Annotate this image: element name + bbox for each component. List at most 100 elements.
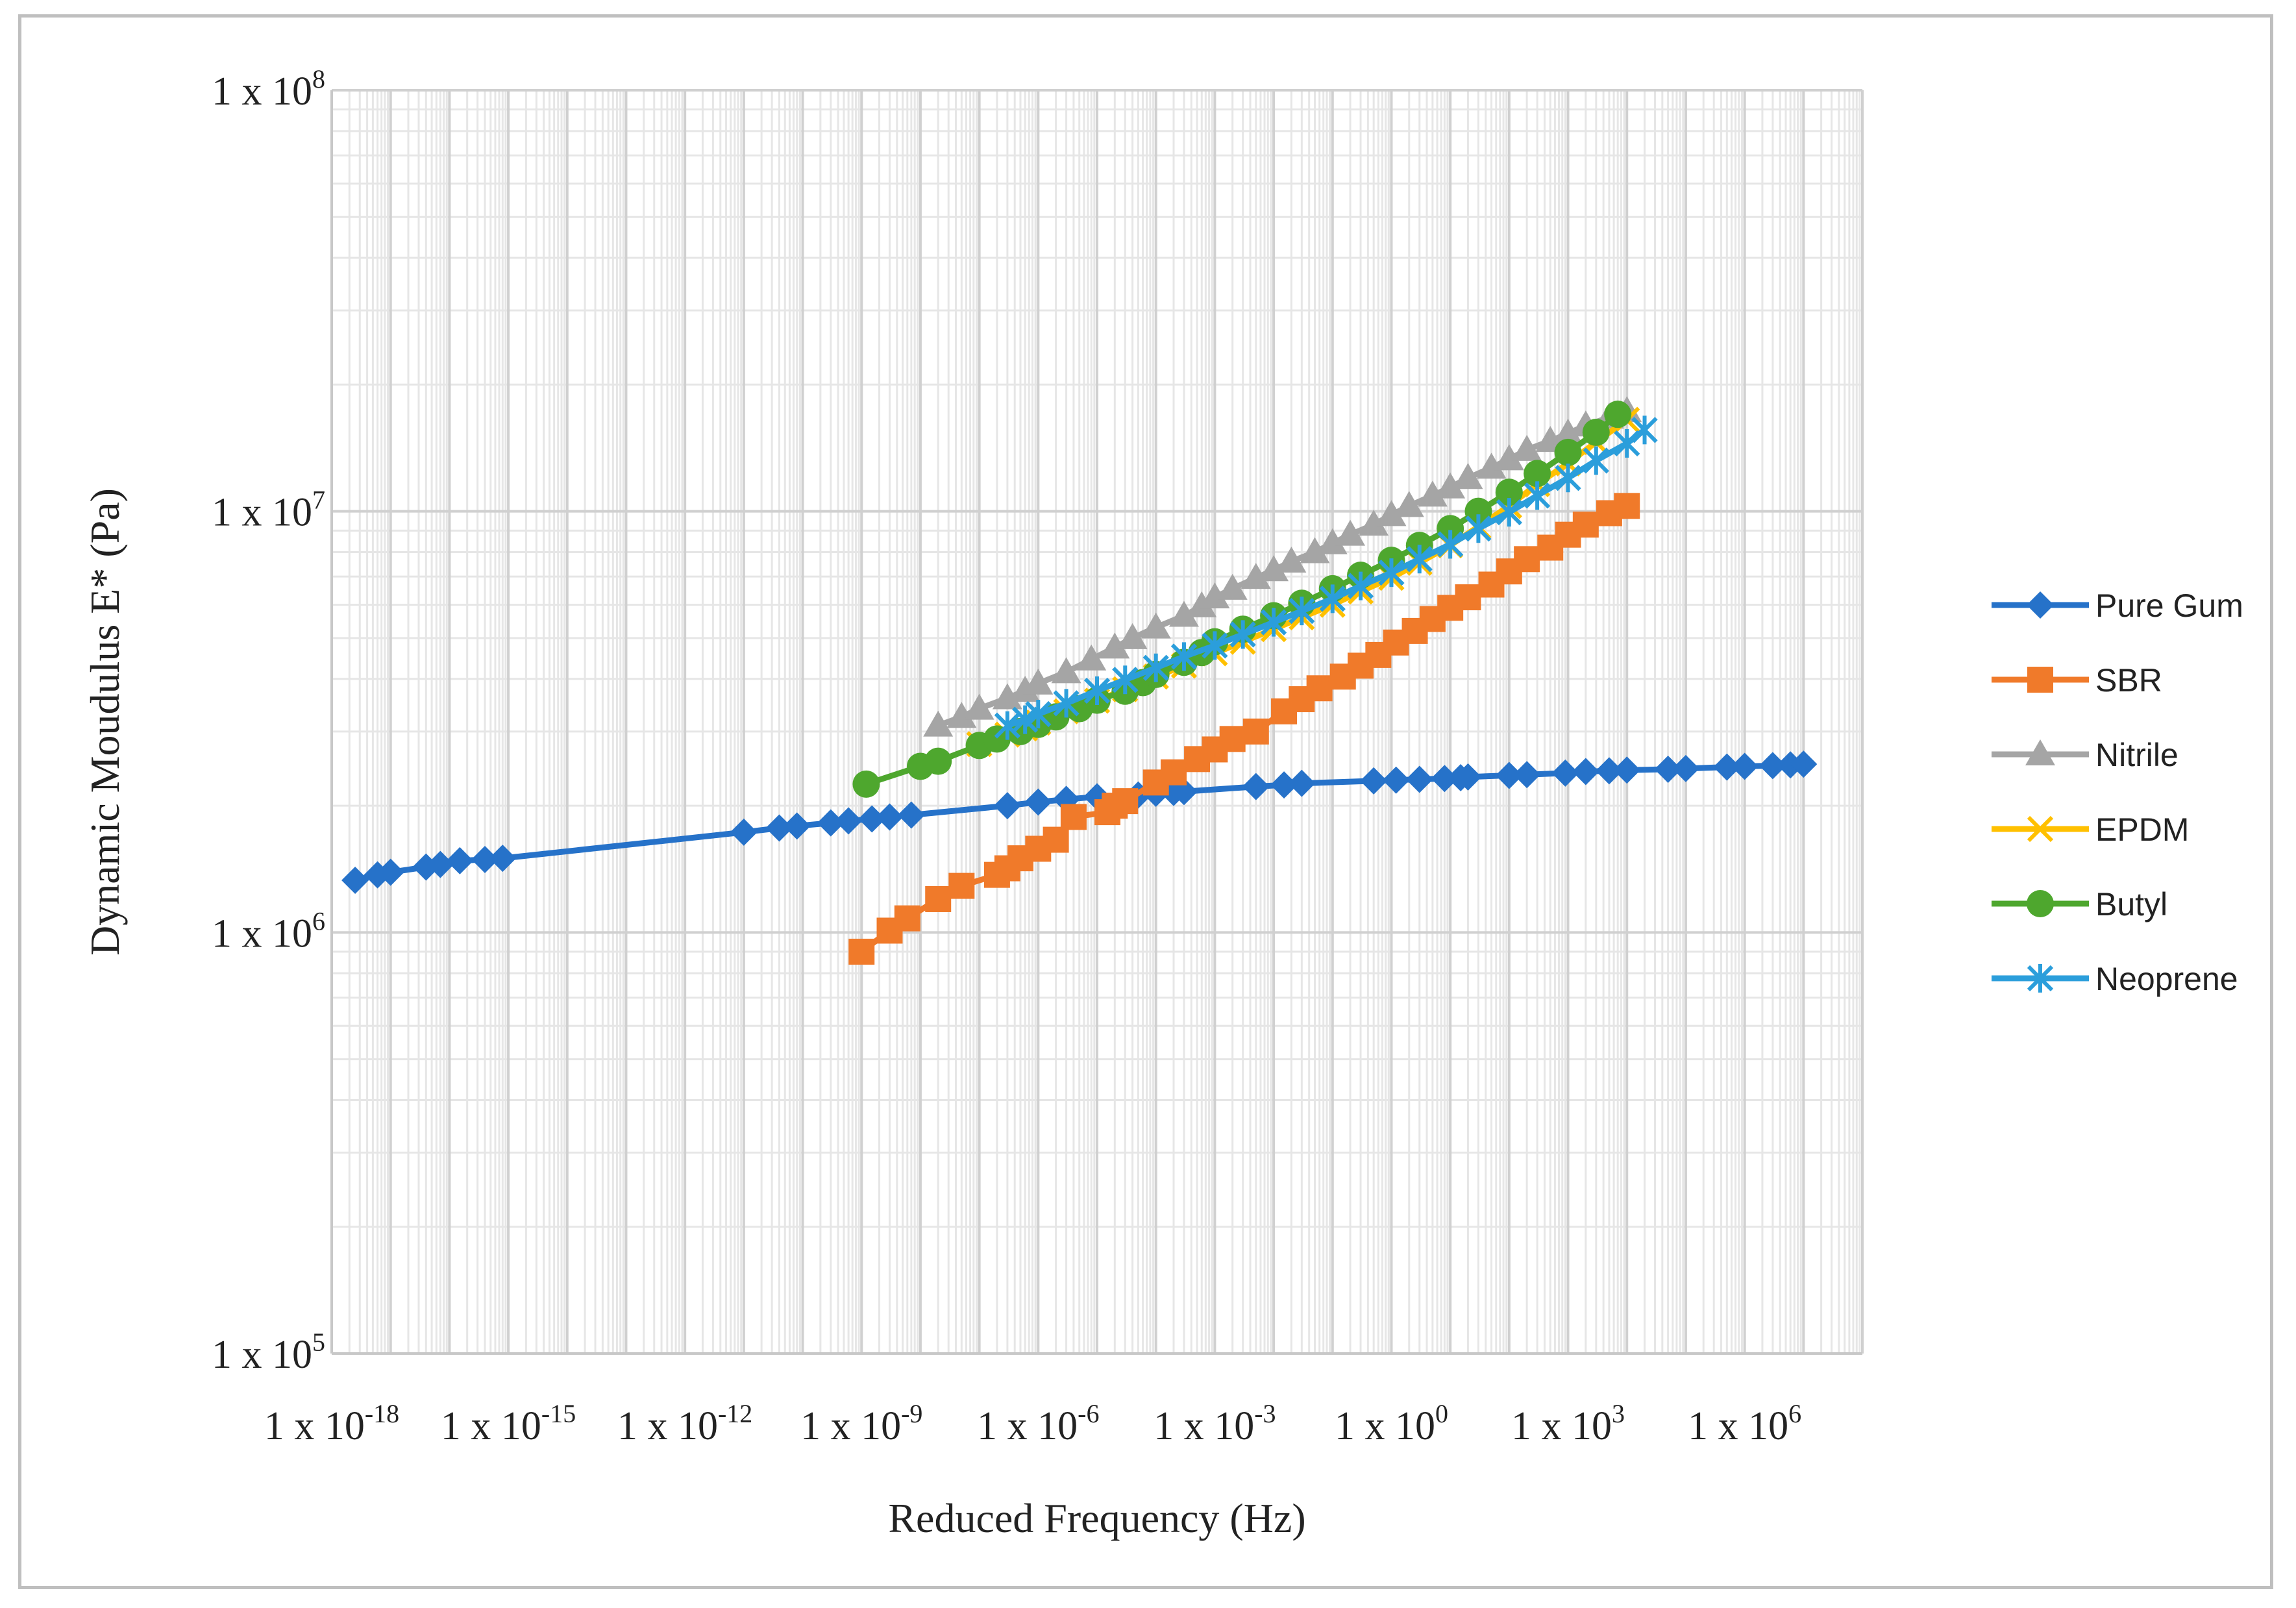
data-point-pure-gum	[489, 845, 517, 872]
data-point-pure-gum	[1454, 763, 1482, 791]
data-point-pure-gum	[1595, 757, 1623, 785]
data-point-pure-gum	[1495, 761, 1523, 789]
data-point-nitrile	[1317, 528, 1348, 554]
y-tick-label: 1 x 106	[212, 906, 325, 956]
data-point-nitrile	[1512, 434, 1542, 461]
data-point-nitrile	[946, 702, 977, 728]
data-point-pure-gum	[1288, 769, 1316, 797]
data-point-neoprene	[1142, 653, 1169, 682]
legend-marker	[2027, 890, 2054, 917]
legend-label: SBR	[2095, 662, 2162, 699]
axes	[330, 90, 1862, 1355]
x-tick-label: 1 x 10-12	[617, 1399, 752, 1448]
data-point-pure-gum	[426, 850, 454, 878]
data-point-pure-gum	[1360, 767, 1388, 795]
data-point-nitrile	[923, 710, 954, 737]
x-tick-label: 1 x 10-15	[441, 1399, 576, 1448]
data-point-neoprene	[1406, 545, 1433, 574]
legend-marker	[2027, 964, 2054, 993]
data-point-neoprene	[1583, 446, 1609, 475]
data-point-nitrile	[1494, 444, 1524, 471]
series-neoprene	[994, 415, 1658, 740]
data-point-pure-gum	[858, 805, 886, 833]
data-point-sbr	[1306, 675, 1333, 702]
major-gridlines	[330, 89, 1864, 1355]
data-point-nitrile	[1259, 555, 1289, 582]
data-point-nitrile	[1023, 668, 1054, 695]
x-tick-label: 1 x 106	[1688, 1399, 1801, 1448]
data-point-neoprene	[1112, 665, 1139, 695]
data-point-nitrile	[1476, 452, 1507, 479]
legend-marker	[2027, 815, 2054, 843]
data-point-nitrile	[1168, 600, 1199, 627]
y-tick-label: 1 x 108	[212, 64, 325, 114]
x-tick-labels: 1 x 10-18 1 x 10-15 1 x 10-12 1 x 10-9 1 x 1…	[264, 1399, 1801, 1448]
data-point-pure-gum	[897, 801, 925, 829]
data-point-nitrile	[964, 693, 994, 720]
data-point-butyl	[1495, 478, 1523, 506]
data-point-butyl	[1524, 460, 1551, 488]
data-point-butyl	[1554, 438, 1582, 466]
legend-label: Neoprene	[2095, 961, 2238, 997]
data-point-pure-gum	[1270, 771, 1298, 799]
data-point-butyl	[852, 770, 880, 798]
data-point-nitrile	[1200, 582, 1230, 609]
data-point-neoprene	[1319, 584, 1346, 613]
data-point-nitrile	[1453, 463, 1483, 489]
data-point-pure-gum	[1654, 756, 1682, 784]
series-nitrile	[923, 396, 1642, 737]
data-point-neoprene	[1260, 608, 1287, 637]
data-point-neoprene	[1229, 620, 1256, 649]
data-point-nitrile	[1187, 591, 1217, 617]
chart-frame: 1 x 10-18 1 x 10-15 1 x 10-12 1 x 10-9 1 x 1…	[18, 14, 2273, 1589]
data-point-pure-gum	[471, 845, 499, 873]
legend-marker	[2027, 591, 2054, 619]
data-point-nitrile	[1300, 537, 1330, 563]
data-point-nitrile	[1335, 519, 1366, 546]
data-point-nitrile	[1394, 491, 1424, 517]
data-point-pure-gum	[1759, 752, 1786, 780]
chart: 1 x 10-18 1 x 10-15 1 x 10-12 1 x 10-9 1 x 1…	[82, 64, 2243, 1541]
data-point-pure-gum	[1613, 756, 1641, 784]
data-point-neoprene	[1437, 530, 1464, 559]
data-point-neoprene	[1524, 481, 1551, 510]
data-point-sbr	[948, 872, 975, 899]
data-point-neoprene	[1555, 464, 1581, 493]
data-point-nitrile	[1276, 546, 1307, 573]
data-point-sbr	[1455, 584, 1481, 611]
y-tick-label: 1 x 105	[212, 1328, 325, 1377]
legend: Pure Gum SBR Nitrile EPDM Butyl Neoprene	[1992, 588, 2243, 997]
y-tick-label: 1 x 107	[212, 486, 325, 535]
data-point-nitrile	[1100, 632, 1130, 659]
legend-label: Pure Gum	[2095, 588, 2243, 624]
data-point-pure-gum	[817, 809, 845, 837]
data-point-sbr	[1572, 512, 1599, 538]
data-point-pure-gum	[1382, 766, 1410, 794]
data-point-pure-gum	[765, 814, 793, 842]
data-point-nitrile	[1141, 612, 1171, 639]
x-tick-label: 1 x 100	[1335, 1399, 1448, 1448]
data-point-sbr	[1514, 546, 1540, 573]
data-point-pure-gum	[1672, 754, 1699, 782]
data-point-neoprene	[1053, 689, 1080, 718]
data-point-sbr	[1160, 759, 1187, 785]
x-tick-label: 1 x 10-9	[800, 1399, 922, 1448]
data-point-neoprene	[1202, 631, 1228, 660]
data-point-pure-gum	[1405, 765, 1433, 793]
data-point-neoprene	[1465, 514, 1492, 543]
data-point-neoprene	[1631, 415, 1658, 445]
data-point-nitrile	[1553, 418, 1583, 445]
data-point-sbr	[1614, 493, 1640, 519]
x-tick-label: 1 x 103	[1511, 1399, 1625, 1448]
legend-marker	[2025, 739, 2055, 765]
legend-item-pure-gum: Pure Gum	[1992, 588, 2243, 624]
data-point-pure-gum	[993, 792, 1021, 820]
x-tick-label: 1 x 10-3	[1154, 1399, 1276, 1448]
data-point-pure-gum	[1513, 761, 1541, 789]
data-point-pure-gum	[1790, 750, 1818, 778]
data-point-sbr	[1219, 726, 1246, 752]
data-point-neoprene	[1347, 571, 1374, 600]
legend-marker	[2027, 667, 2053, 693]
x-tick-label: 1 x 10-18	[264, 1399, 399, 1448]
data-point-neoprene	[1025, 699, 1052, 728]
